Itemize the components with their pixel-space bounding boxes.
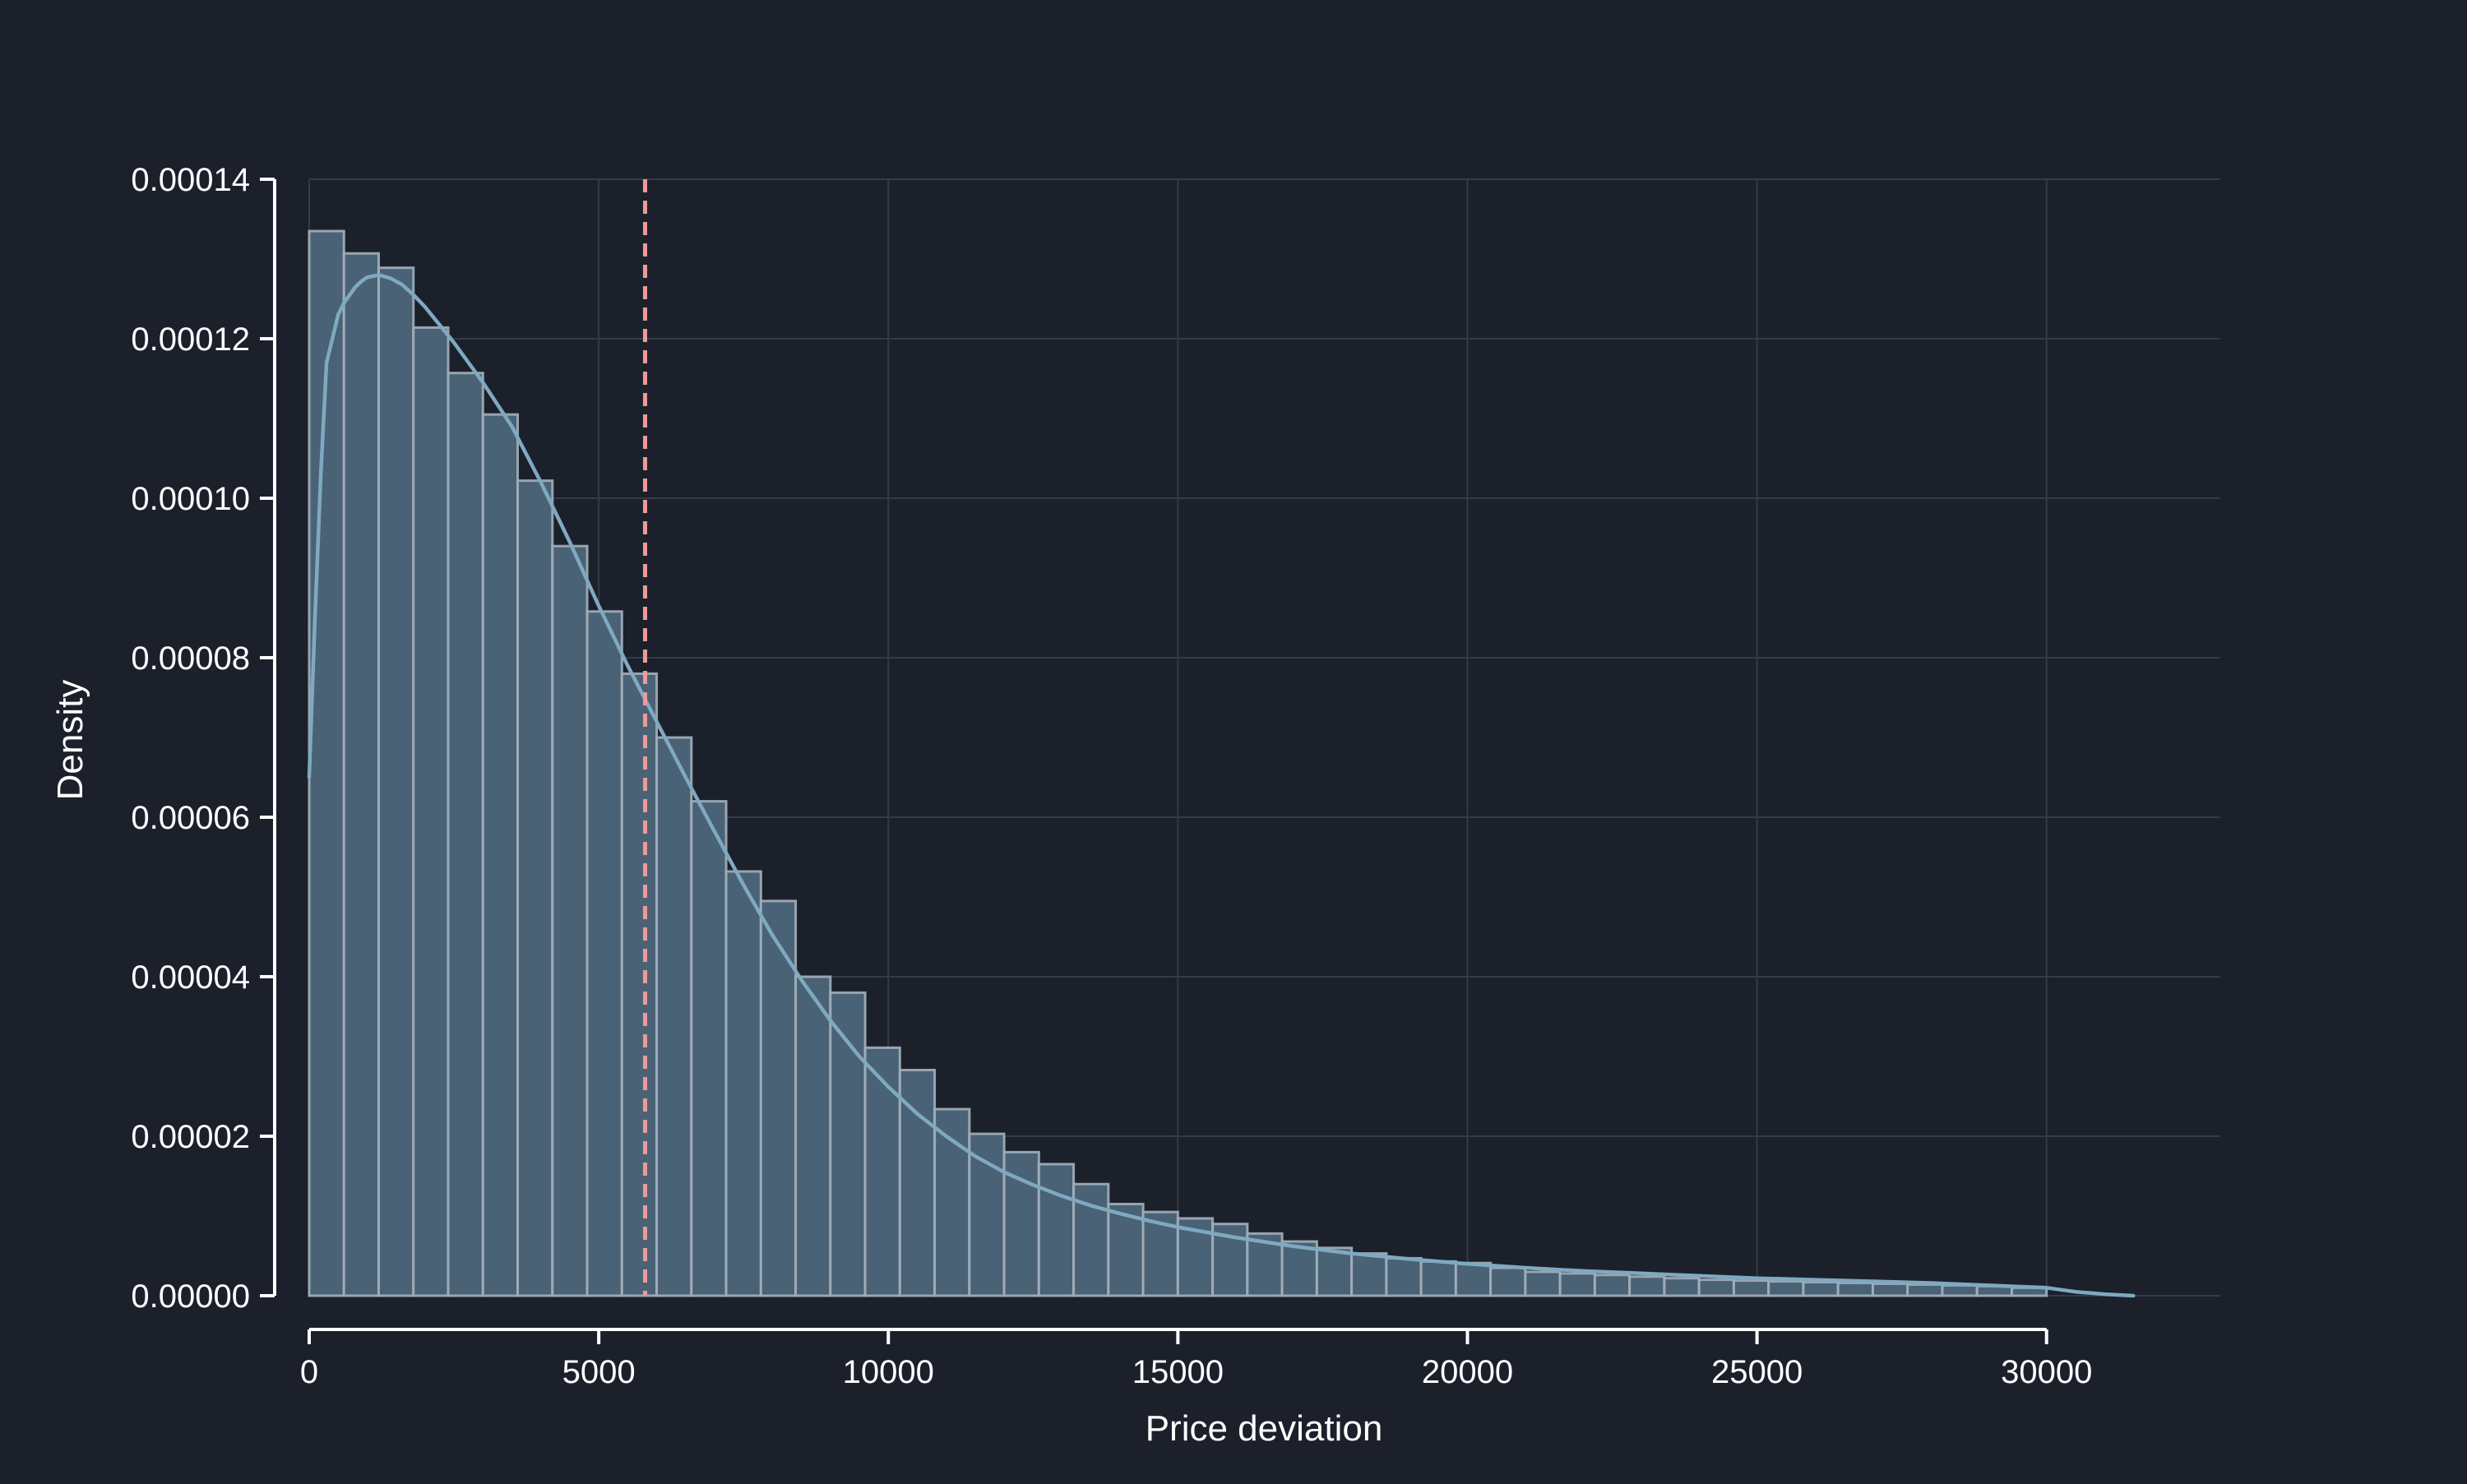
histogram-bar-43 xyxy=(1802,1281,1840,1297)
histogram-bar-9 xyxy=(620,672,659,1297)
x-tick-label-0: 0 xyxy=(300,1354,318,1390)
histogram-bar-41 xyxy=(1732,1279,1770,1297)
x-axis-label: Price deviation xyxy=(1146,1408,1383,1449)
bars-layer xyxy=(308,229,2048,1297)
x-tick-label-3: 15000 xyxy=(1132,1354,1224,1390)
histogram-bar-44 xyxy=(1836,1281,1874,1297)
histogram-bar-7 xyxy=(551,544,589,1297)
y-tick-label-2: 0.00004 xyxy=(131,959,250,996)
x-tick-label-5: 25000 xyxy=(1711,1354,1803,1390)
histogram-bar-12 xyxy=(724,870,762,1297)
histogram-bar-14 xyxy=(794,975,832,1297)
x-tick-label-2: 10000 xyxy=(843,1354,934,1390)
histogram-bar-28 xyxy=(1280,1240,1318,1297)
histogram-bar-37 xyxy=(1593,1274,1632,1297)
kde-layer xyxy=(307,273,2136,1298)
y-tick-label-4: 0.00008 xyxy=(131,640,250,677)
y-tick-label-0: 0.00000 xyxy=(131,1278,250,1315)
histogram-bar-31 xyxy=(1385,1256,1423,1297)
histogram-bar-19 xyxy=(968,1132,1006,1297)
histogram-bar-39 xyxy=(1663,1277,1701,1297)
y-tick-label-3: 0.00006 xyxy=(131,800,250,836)
histogram-bar-10 xyxy=(655,736,693,1297)
x-tick-label-1: 5000 xyxy=(562,1354,636,1390)
histogram-bar-45 xyxy=(1871,1282,1909,1297)
histogram-bar-3 xyxy=(412,326,450,1297)
histogram-bar-11 xyxy=(690,800,728,1297)
axes-layer: 0.00000 0.00002 0.00004 0.00006 0.00008 0.000… xyxy=(131,162,2092,1390)
x-tick-label-4: 20000 xyxy=(1422,1354,1513,1390)
kde-curve xyxy=(307,273,2136,1298)
histogram-bar-33 xyxy=(1454,1261,1493,1297)
y-tick-label-1: 0.00002 xyxy=(131,1119,250,1155)
histogram-bar-6 xyxy=(516,479,554,1297)
histogram-bar-42 xyxy=(1767,1280,1805,1297)
histogram-bar-30 xyxy=(1350,1252,1388,1297)
histogram-bar-13 xyxy=(759,899,798,1297)
labels-layer: Price deviation Density xyxy=(50,680,1382,1449)
histogram-bar-46 xyxy=(1906,1283,1944,1297)
histogram-bar-32 xyxy=(1419,1260,1457,1297)
histogram-bar-8 xyxy=(586,610,623,1297)
histogram-bar-2 xyxy=(377,266,415,1297)
histogram-bar-17 xyxy=(898,1068,937,1297)
histogram-bar-21 xyxy=(1037,1163,1076,1297)
histogram-bar-4 xyxy=(447,372,484,1297)
histogram-bar-34 xyxy=(1489,1266,1527,1297)
y-tick-label-5: 0.00010 xyxy=(131,481,250,517)
y-tick-label-7: 0.00014 xyxy=(131,162,250,198)
y-axis-label: Density xyxy=(50,680,90,801)
histogram-bar-5 xyxy=(481,413,520,1297)
histogram-bar-16 xyxy=(863,1046,901,1297)
histogram-bar-1 xyxy=(342,252,381,1297)
histogram-bar-35 xyxy=(1524,1270,1562,1297)
y-tick-label-6: 0.00012 xyxy=(131,321,250,358)
x-tick-label-6: 30000 xyxy=(2001,1354,2092,1390)
histogram-bar-38 xyxy=(1628,1275,1666,1297)
histogram-bar-18 xyxy=(933,1107,971,1297)
grid-layer xyxy=(308,178,2220,1297)
histogram-bar-40 xyxy=(1697,1278,1735,1297)
histogram-bar-47 xyxy=(1941,1283,1979,1297)
histogram-bar-29 xyxy=(1315,1246,1354,1297)
histogram-bar-15 xyxy=(829,991,867,1297)
histogram-bar-36 xyxy=(1558,1272,1596,1297)
